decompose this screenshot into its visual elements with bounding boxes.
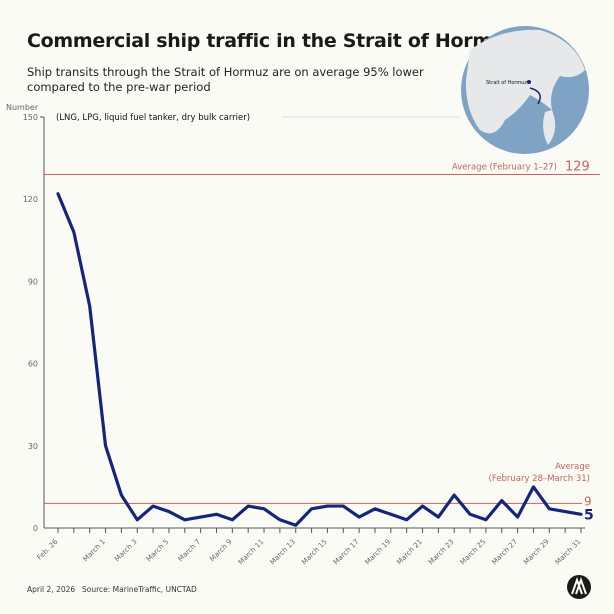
x-tick-label: March 31 [554, 538, 583, 567]
x-tick-label: March 1 [81, 538, 106, 563]
x-tick-label: March 11 [237, 538, 266, 567]
x-tick-label: March 25 [459, 538, 488, 567]
series-line [56, 192, 583, 527]
globe-label: Strait of Hormuz [486, 80, 527, 86]
x-tick-label: March 13 [269, 538, 298, 567]
x-tick-label: March 21 [395, 538, 424, 567]
y-tick-label: 120 [23, 195, 38, 204]
x-tick-label: March 3 [113, 538, 138, 563]
y-tick-label: 30 [28, 442, 38, 451]
x-tick-label: March 23 [427, 538, 456, 567]
route-arrow-icon [529, 87, 541, 105]
last-value-label: 5 [584, 507, 594, 523]
average-label-march-line2: (February 28–March 31) [489, 474, 591, 484]
y-tick-label: 150 [23, 113, 38, 122]
y-tick-label: 60 [28, 360, 38, 369]
y-tick-label: 90 [28, 277, 38, 286]
x-tick-label: March 27 [490, 538, 519, 567]
x-tick-label: March 9 [208, 538, 233, 563]
x-tick-label: March 29 [522, 538, 551, 567]
globe-land [465, 29, 585, 134]
average-label-feb: Average (February 1–27) [452, 163, 557, 173]
x-tick-label: March 17 [332, 538, 361, 567]
x-tick-label: March 15 [300, 538, 329, 567]
chart-subtitle: Ship transits through the Strait of Horm… [27, 65, 424, 94]
globe-land-india [543, 110, 556, 145]
footer-date: April 2, 2026 [27, 585, 76, 594]
aa-logo [567, 575, 591, 599]
strait-marker [527, 80, 531, 84]
x-tick-label: Feb. 26 [36, 537, 60, 561]
x-tick-label: March 19 [364, 538, 393, 567]
chart-title: Commercial ship traffic in the Strait of… [27, 30, 516, 52]
globe-map: Strait of Hormuz [461, 26, 589, 154]
y-tick-label: 0 [33, 524, 38, 533]
average-label-march-line1: Average [555, 462, 590, 472]
x-tick-label: March 7 [177, 538, 202, 563]
x-tick-label: March 5 [145, 538, 170, 563]
average-value-feb: 129 [565, 160, 590, 175]
chart-note: (LNG, LPG, liquid fuel tanker, dry bulk … [56, 113, 250, 123]
y-axis-label: Number [6, 103, 39, 112]
footer-source: Source: MarineTraffic, UNCTAD [82, 585, 197, 594]
average-value-march: 9 [584, 494, 592, 508]
